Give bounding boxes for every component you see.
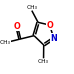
Text: O: O	[46, 20, 53, 30]
Text: CH₃: CH₃	[26, 5, 37, 10]
Text: O: O	[13, 22, 20, 31]
Text: CH₃: CH₃	[38, 59, 49, 64]
Text: N: N	[50, 34, 57, 43]
Text: CH₃: CH₃	[0, 40, 10, 45]
